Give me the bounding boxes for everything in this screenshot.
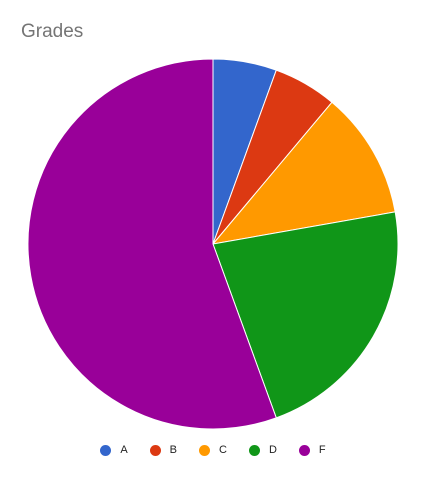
- legend-item-f[interactable]: F: [298, 444, 326, 456]
- legend-swatch-a: [100, 444, 112, 456]
- legend-swatch-b: [149, 444, 161, 456]
- legend-label-b: B: [169, 444, 178, 456]
- legend-swatch-c: [199, 444, 211, 456]
- legend-item-a[interactable]: A: [100, 444, 128, 456]
- legend-item-c[interactable]: C: [199, 444, 227, 456]
- pie-slice-f[interactable]: [27, 58, 277, 430]
- legend-swatch-d: [248, 444, 260, 456]
- pie-slice-c[interactable]: [211, 101, 396, 245]
- legend-label-c: C: [219, 444, 227, 456]
- legend-label-d: D: [268, 444, 277, 456]
- legend-label-a: A: [120, 444, 128, 456]
- legend-item-d[interactable]: D: [248, 444, 277, 456]
- pie-slice-d[interactable]: [212, 211, 399, 419]
- legend-swatch-f: [298, 444, 310, 456]
- legend-item-b[interactable]: B: [149, 444, 178, 456]
- legend-label-f: F: [318, 444, 326, 456]
- chart-title: Grades: [21, 21, 84, 42]
